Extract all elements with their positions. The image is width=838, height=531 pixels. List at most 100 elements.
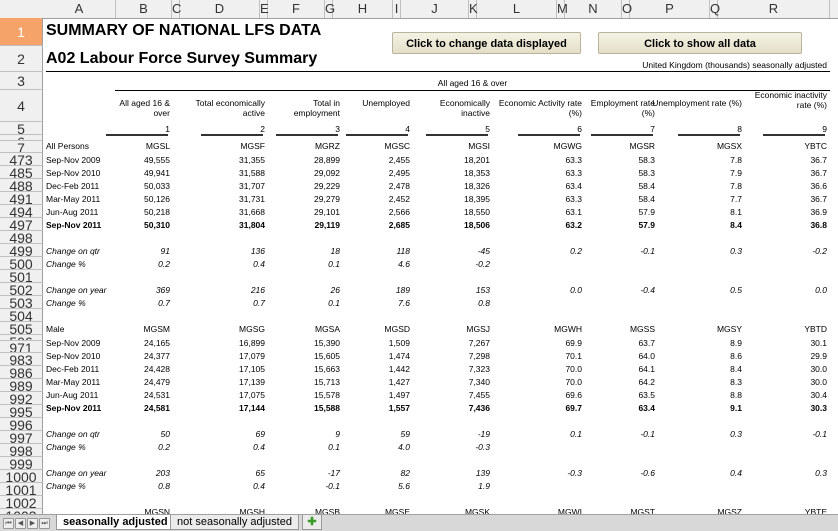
column-header-f[interactable]: F bbox=[268, 0, 325, 18]
row-header-1[interactable]: 1 bbox=[0, 18, 43, 46]
last-sheet-icon[interactable]: ⏭ bbox=[39, 518, 50, 529]
column-header-a[interactable]: A bbox=[43, 0, 116, 18]
row-header-497[interactable]: 497 bbox=[0, 218, 43, 231]
next-sheet-icon[interactable]: ▶ bbox=[27, 518, 38, 529]
row-header-506[interactable]: 506 bbox=[0, 335, 43, 341]
column-header-l[interactable]: L bbox=[477, 0, 557, 18]
column-header-o[interactable]: O bbox=[622, 0, 633, 18]
change-cell: 0.3 bbox=[815, 468, 827, 478]
series-code: MGSF bbox=[240, 141, 265, 151]
row-header-491[interactable]: 491 bbox=[0, 192, 43, 205]
add-sheet-icon[interactable]: ✚ bbox=[302, 515, 322, 530]
column-header-e[interactable]: E bbox=[260, 0, 269, 18]
table-cell: 2,452 bbox=[388, 194, 410, 204]
row-header-7[interactable]: 7 bbox=[0, 141, 43, 153]
row-header-2[interactable]: 2 bbox=[0, 46, 43, 72]
row-header-505[interactable]: 505 bbox=[0, 322, 43, 335]
row-header-1003[interactable]: 1003 bbox=[0, 509, 43, 514]
column-header-d[interactable]: D bbox=[180, 0, 260, 18]
row-header-5[interactable]: 5 bbox=[0, 122, 43, 135]
row-header-1000[interactable]: 1000 bbox=[0, 470, 43, 483]
table-cell: 63.3 bbox=[565, 168, 582, 178]
table-cell: 64.2 bbox=[638, 377, 655, 387]
column-header-g[interactable]: G bbox=[325, 0, 336, 18]
section-label: All Persons bbox=[46, 141, 89, 151]
table-cell: 69.9 bbox=[565, 338, 582, 348]
row-header-971[interactable]: 971 bbox=[0, 341, 43, 353]
change-cell: 0.0 bbox=[815, 285, 827, 295]
period-label: Jun-Aug 2011 bbox=[46, 207, 99, 217]
table-cell: 30.4 bbox=[810, 390, 827, 400]
change-cell: 189 bbox=[395, 285, 410, 295]
row-header-1002[interactable]: 1002 bbox=[0, 496, 43, 509]
column-header-q[interactable]: Q bbox=[710, 0, 721, 18]
change-cell: 0.1 bbox=[328, 259, 340, 269]
show-all-data-button[interactable]: Click to show all data bbox=[598, 32, 802, 54]
row-header-494[interactable]: 494 bbox=[0, 205, 43, 218]
column-header-m[interactable]: M bbox=[557, 0, 568, 18]
column-header-b[interactable]: B bbox=[116, 0, 172, 18]
row-header-488[interactable]: 488 bbox=[0, 179, 43, 192]
change-data-button[interactable]: Click to change data displayed bbox=[392, 32, 581, 54]
column-heading-2: Total economically active bbox=[195, 98, 265, 118]
row-header-502[interactable]: 502 bbox=[0, 283, 43, 296]
tab-seasonally-adjusted[interactable]: seasonally adjusted bbox=[56, 515, 175, 530]
table-cell: 2,566 bbox=[388, 207, 410, 217]
row-header-999[interactable]: 999 bbox=[0, 457, 43, 470]
change-cell: 0.7 bbox=[253, 298, 265, 308]
column-number-2: 2 bbox=[260, 124, 265, 134]
column-header-k[interactable]: K bbox=[469, 0, 478, 18]
row-header-485[interactable]: 485 bbox=[0, 166, 43, 179]
row-header-997[interactable]: 997 bbox=[0, 431, 43, 444]
change-label: Change % bbox=[46, 442, 86, 452]
prev-sheet-icon[interactable]: ◀ bbox=[15, 518, 26, 529]
row-header-499[interactable]: 499 bbox=[0, 244, 43, 257]
row-header-998[interactable]: 998 bbox=[0, 444, 43, 457]
row-header-3[interactable]: 3 bbox=[0, 72, 43, 90]
period-label: Sep-Nov 2009 bbox=[46, 155, 101, 165]
tab-not-seasonally-adjusted[interactable]: not seasonally adjusted bbox=[170, 515, 299, 530]
table-cell: 15,588 bbox=[314, 403, 340, 413]
column-underline bbox=[346, 134, 408, 136]
column-header-n[interactable]: N bbox=[565, 0, 622, 18]
column-header-h[interactable]: H bbox=[333, 0, 393, 18]
row-header-996[interactable]: 996 bbox=[0, 418, 43, 431]
change-cell: 0.8 bbox=[158, 481, 170, 491]
table-cell: 28,899 bbox=[314, 155, 340, 165]
table-cell: 30.1 bbox=[810, 338, 827, 348]
column-header-i[interactable]: I bbox=[393, 0, 401, 18]
row-header-6[interactable]: 6 bbox=[0, 135, 43, 141]
column-header-j[interactable]: J bbox=[401, 0, 469, 18]
row-header-986[interactable]: 986 bbox=[0, 366, 43, 379]
row-header-983[interactable]: 983 bbox=[0, 353, 43, 366]
row-header-4[interactable]: 4 bbox=[0, 90, 43, 122]
row-header-504[interactable]: 504 bbox=[0, 309, 43, 322]
row-header-995[interactable]: 995 bbox=[0, 405, 43, 418]
table-cell: 18,353 bbox=[464, 168, 490, 178]
row-header-473[interactable]: 473 bbox=[0, 153, 43, 166]
change-cell: 59 bbox=[400, 429, 410, 439]
column-header-p[interactable]: P bbox=[630, 0, 710, 18]
table-cell: 31,804 bbox=[239, 220, 265, 230]
column-heading-4: Unemployed bbox=[362, 98, 410, 108]
column-header-c[interactable]: C bbox=[172, 0, 182, 18]
first-sheet-icon[interactable]: ⏮ bbox=[3, 518, 14, 529]
table-cell: 15,713 bbox=[314, 377, 340, 387]
row-header-498[interactable]: 498 bbox=[0, 231, 43, 244]
row-header-501[interactable]: 501 bbox=[0, 270, 43, 283]
column-number-1: 1 bbox=[165, 124, 170, 134]
table-cell: 70.1 bbox=[565, 351, 582, 361]
column-underline bbox=[678, 134, 740, 136]
row-header-992[interactable]: 992 bbox=[0, 392, 43, 405]
table-cell: 18,395 bbox=[464, 194, 490, 204]
table-cell: 29.9 bbox=[810, 351, 827, 361]
column-header-r[interactable]: R bbox=[718, 0, 830, 18]
table-cell: 63.7 bbox=[638, 338, 655, 348]
change-cell: -0.1 bbox=[325, 481, 340, 491]
column-number-3: 3 bbox=[335, 124, 340, 134]
row-header-500[interactable]: 500 bbox=[0, 257, 43, 270]
row-header-1001[interactable]: 1001 bbox=[0, 483, 43, 496]
row-header-989[interactable]: 989 bbox=[0, 379, 43, 392]
row-header-503[interactable]: 503 bbox=[0, 296, 43, 309]
